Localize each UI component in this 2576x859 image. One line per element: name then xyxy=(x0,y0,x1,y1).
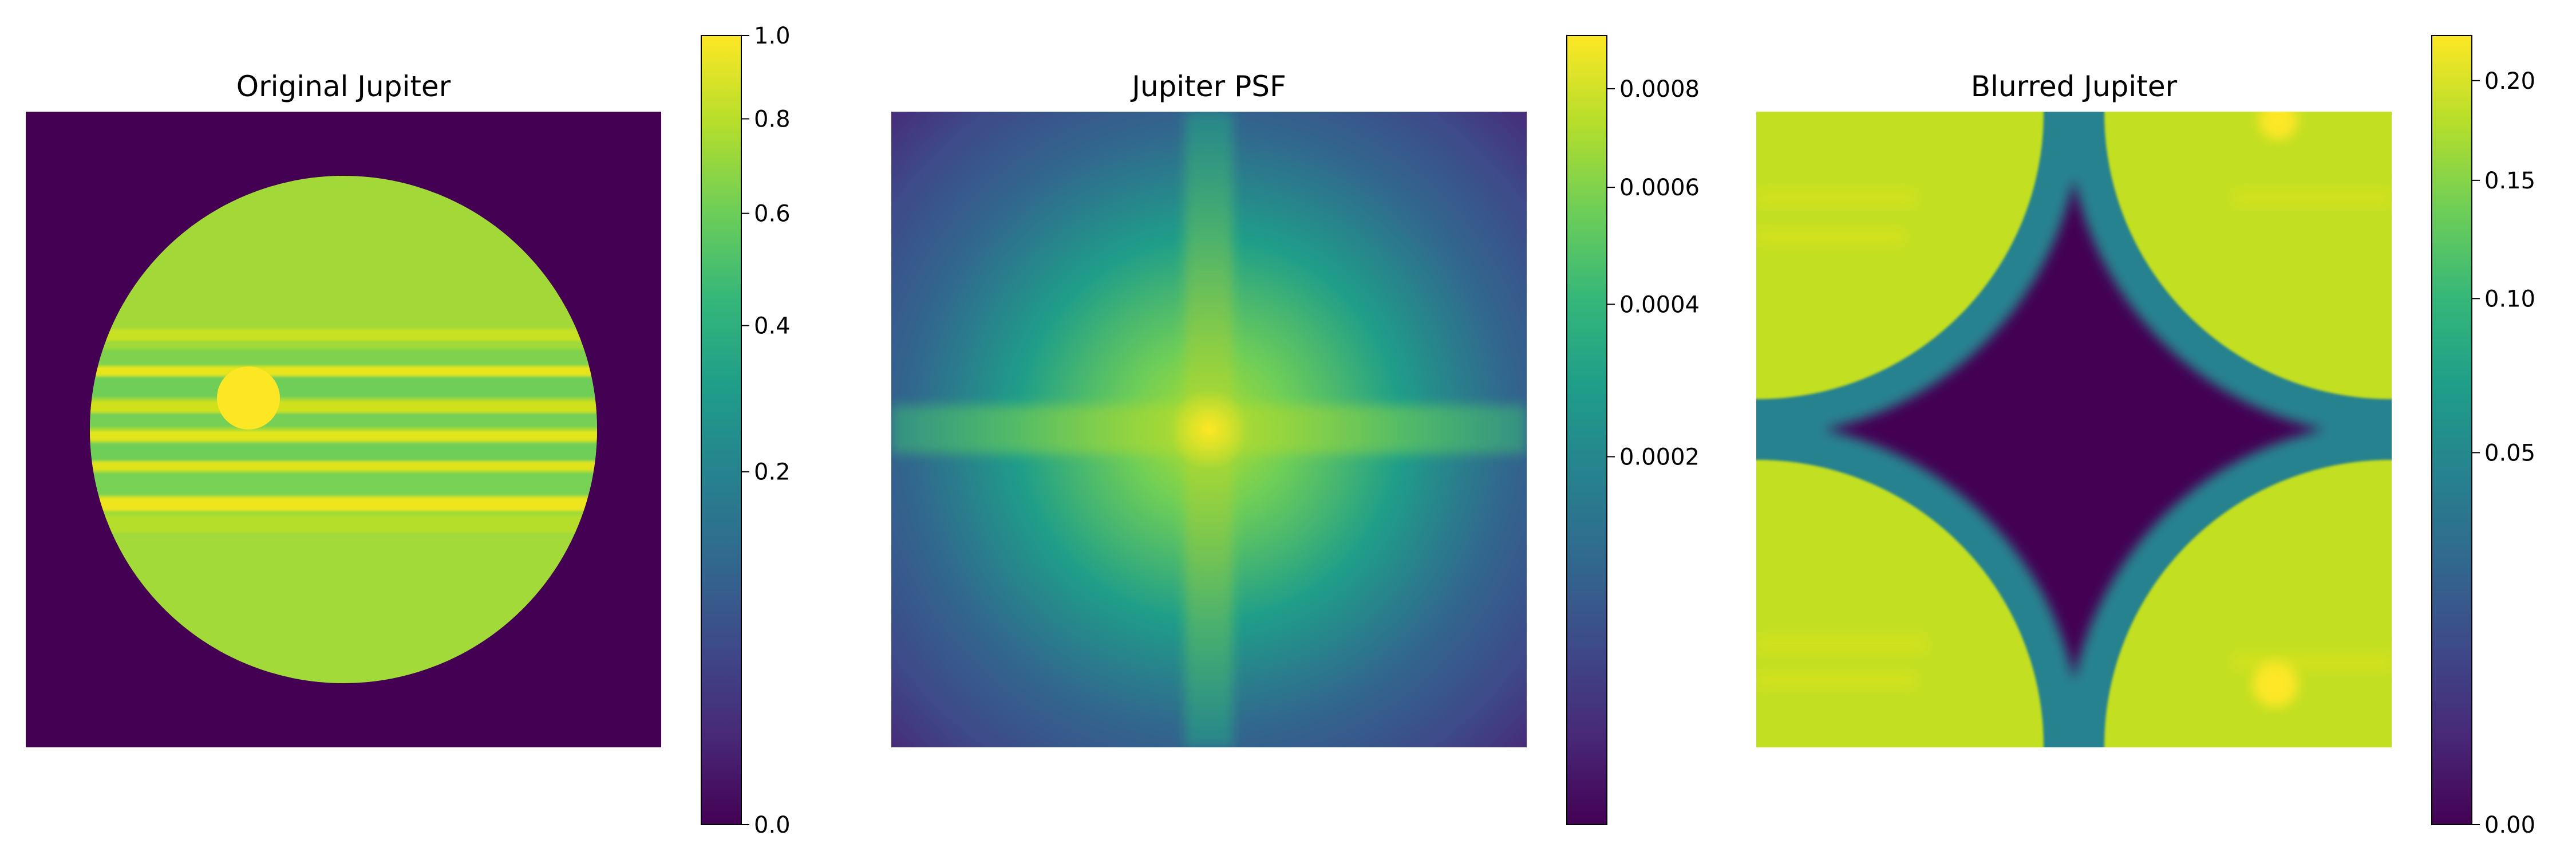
colorbar-1-tick-label: 0.4 xyxy=(754,313,791,339)
colorbar-3-tick-label: 0.15 xyxy=(2484,168,2535,194)
colorbar-1-scale xyxy=(701,35,742,825)
colorbar-1-tick-label: 1.0 xyxy=(754,23,791,49)
panel-blurred-jupiter: Blurred Jupiter xyxy=(1756,35,2535,838)
panel-1-title: Original Jupiter xyxy=(236,70,451,103)
heatmap-blurred-jupiter xyxy=(1756,112,2392,747)
colorbar-1-tick-label: 0.8 xyxy=(754,106,791,132)
colorbar-3-tick-label: 0.00 xyxy=(2484,812,2535,838)
colorbar-3-tick-label: 0.20 xyxy=(2484,68,2535,94)
great-red-spot xyxy=(217,367,280,430)
panel-3-title: Blurred Jupiter xyxy=(1971,70,2178,103)
colorbar-2-tick-label: 0.0008 xyxy=(1619,76,1700,103)
colorbar-2-ticks: 0.0002 0.0004 0.0006 0.0008 xyxy=(1607,76,1700,471)
colorbar-2-tick-label: 0.0006 xyxy=(1619,175,1700,201)
colorbar-2-tick-label: 0.0004 xyxy=(1619,291,1700,318)
colorbar-1-tick-label: 0.2 xyxy=(754,459,791,486)
heatmap-jupiter-psf xyxy=(891,112,1527,747)
colorbar-original-jupiter: 0.0 0.2 0.4 0.6 0.8 1.0 xyxy=(701,23,791,838)
colorbar-3-tick-label: 0.05 xyxy=(2484,440,2535,466)
colorbar-blurred-jupiter: 0.00 0.05 0.10 0.15 0.20 xyxy=(2431,35,2535,838)
colorbar-3-tick-label: 0.10 xyxy=(2484,286,2535,312)
panel-original-jupiter: Original Jupiter xyxy=(26,23,791,838)
colorbar-1-ticks: 0.0 0.2 0.4 0.6 0.8 1.0 xyxy=(741,23,791,838)
colorbar-1-tick-label: 0.0 xyxy=(754,812,791,838)
colorbar-3-ticks: 0.00 0.05 0.10 0.15 0.20 xyxy=(2472,68,2535,838)
colorbar-jupiter-psf: 0.0002 0.0004 0.0006 0.0008 xyxy=(1566,35,1700,825)
colorbar-2-scale xyxy=(1566,35,1607,825)
colorbar-3-scale xyxy=(2431,35,2472,825)
heatmap-original-jupiter xyxy=(26,112,661,747)
panel-jupiter-psf: Jupiter PSF 0.0002 0.0004 0.0006 0.0008 xyxy=(891,35,1700,825)
colorbar-1-tick-label: 0.6 xyxy=(754,201,791,227)
colorbar-2-tick-label: 0.0002 xyxy=(1619,444,1700,471)
panel-2-title: Jupiter PSF xyxy=(1130,70,1286,103)
